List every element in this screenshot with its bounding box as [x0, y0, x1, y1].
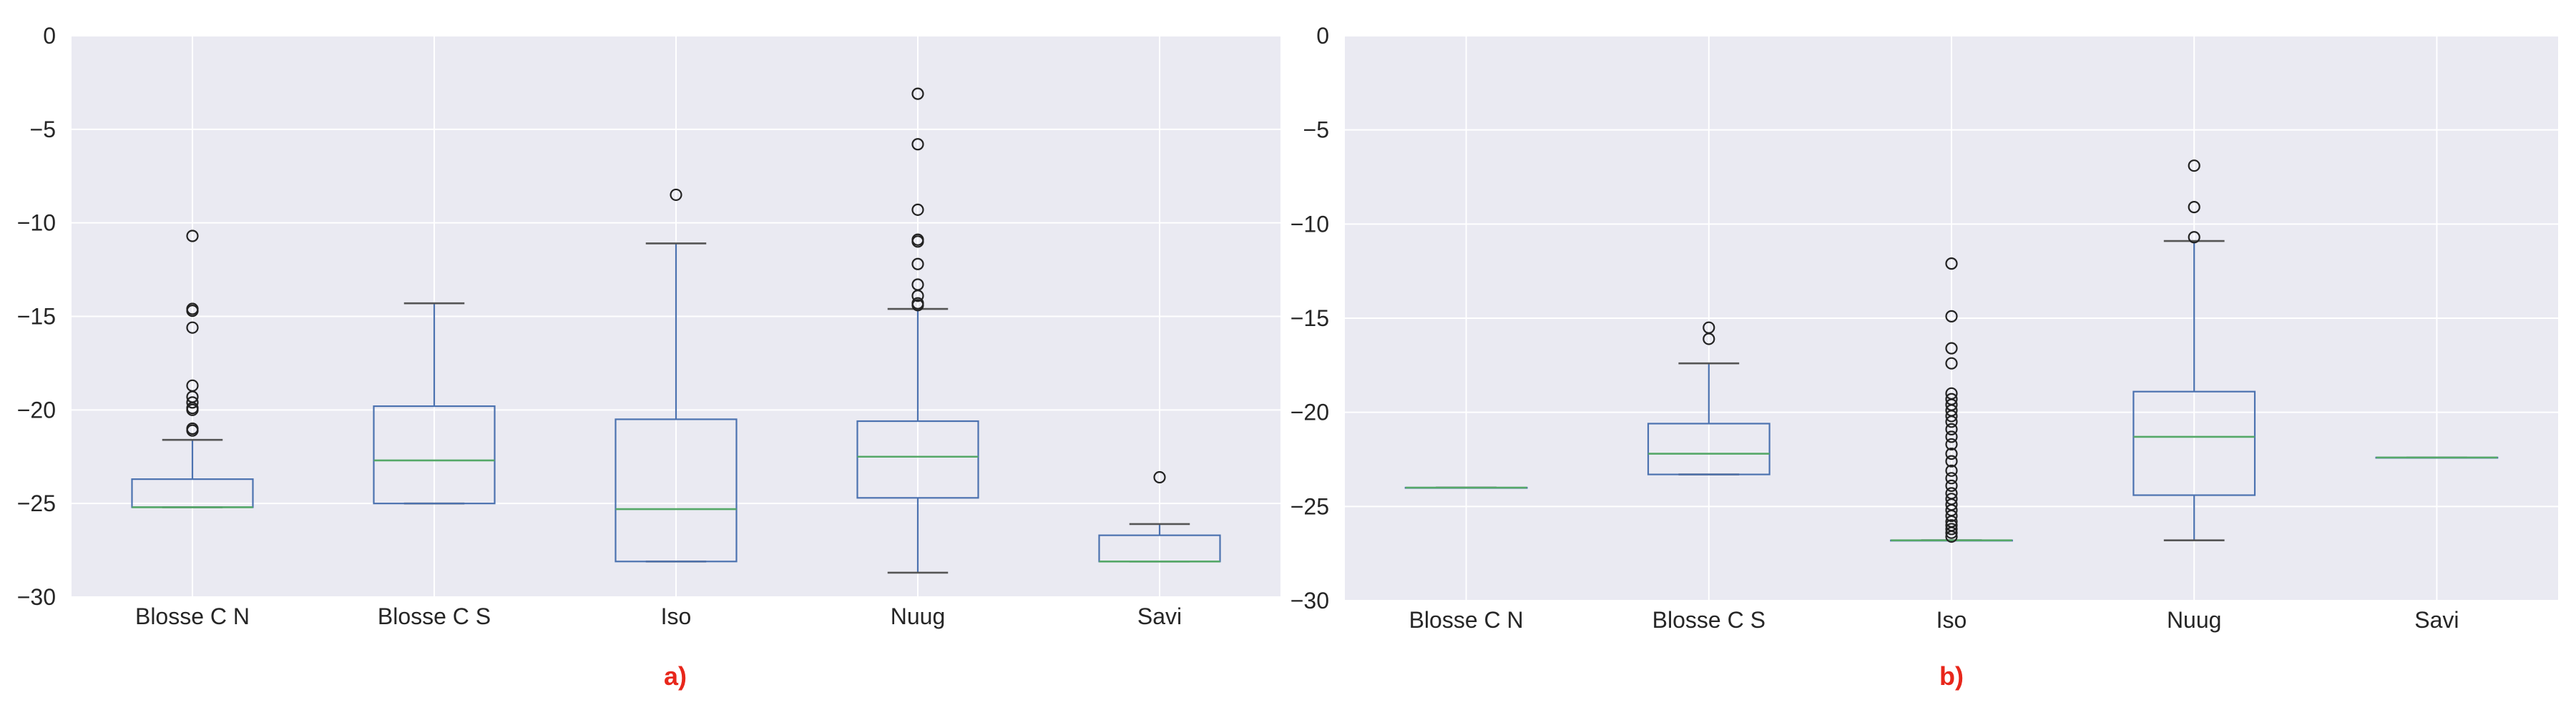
flier-point — [1945, 455, 1958, 468]
y-tick-label: −25 — [17, 490, 56, 516]
box-iso — [1890, 257, 2013, 543]
y-tick-label: −10 — [17, 210, 56, 236]
x-tick-label: Savi — [2414, 607, 2459, 633]
x-tick-label: Blosse C N — [135, 603, 250, 629]
x-tick-label: Blosse C S — [378, 603, 491, 629]
flier-point — [186, 403, 199, 416]
flier-point — [1945, 430, 1958, 443]
flier-point — [1945, 479, 1958, 492]
boxplot-panel-b: 0 −5 −10 −15 −20 −25 −30 Blosse C N Blosse C S Is… — [1291, 23, 2558, 691]
flier-point — [1153, 470, 1166, 484]
y-tick-label: −20 — [17, 397, 56, 423]
y-tick-label: −15 — [1291, 305, 1329, 331]
flier-point — [1945, 509, 1958, 523]
box-nuug — [2132, 159, 2256, 542]
flier-point — [186, 230, 199, 242]
box-savi — [1098, 470, 1221, 563]
flier-point — [911, 203, 924, 216]
flier-point — [1945, 447, 1958, 460]
flier-point — [1945, 310, 1958, 322]
iqr-box — [2132, 390, 2256, 496]
flier-point — [1703, 332, 1715, 345]
iqr-box — [1647, 423, 1771, 475]
y-tick-label: −5 — [30, 117, 56, 142]
flier-point — [911, 235, 924, 248]
flier-point — [2188, 201, 2200, 214]
flier-point — [1945, 472, 1958, 485]
flier-point — [911, 87, 924, 100]
flier-point — [1945, 257, 1958, 270]
flier-point — [1945, 523, 1958, 536]
x-tick-label: Nuug — [2167, 607, 2222, 633]
flier-point — [1945, 438, 1958, 451]
flier-point — [911, 299, 924, 312]
flier-point — [186, 321, 199, 334]
flier-point — [1945, 423, 1958, 435]
box-nuug — [856, 87, 979, 574]
y-tick-label: −25 — [1291, 493, 1329, 519]
box-blosse-c-s — [1647, 321, 1771, 475]
flier-point — [670, 188, 682, 202]
y-tick-label: −20 — [1291, 400, 1329, 425]
box-iso — [614, 188, 738, 563]
y-tick-label: 0 — [43, 23, 56, 49]
boxplot-panel-a: 0 −5 −10 −15 −20 −25 −30 Blosse C N Blosse C S Is… — [17, 23, 1280, 691]
y-tick-label: −30 — [17, 584, 56, 610]
box-blosse-c-n — [131, 230, 254, 508]
panel-label: b) — [1939, 661, 1964, 691]
flier-point — [1945, 410, 1958, 423]
y-tick-label: −30 — [1291, 588, 1329, 613]
flier-point — [186, 396, 199, 409]
panel-label: a) — [664, 661, 687, 691]
x-tick-label: Savi — [1137, 603, 1182, 629]
x-tick-label: Blosse C N — [1409, 607, 1524, 633]
y-tick-label: 0 — [1316, 23, 1329, 49]
flier-point — [911, 138, 924, 151]
y-tick-label: −10 — [1291, 211, 1329, 237]
y-tick-label: −5 — [1303, 117, 1329, 143]
iqr-box — [614, 418, 738, 563]
flier-point — [2188, 231, 2200, 244]
flier-point — [186, 305, 199, 317]
flier-point — [1945, 530, 1958, 543]
iqr-box — [856, 420, 979, 499]
x-tick-label: Iso — [661, 603, 692, 629]
flier-point — [1945, 415, 1958, 428]
x-tick-label: Blosse C S — [1652, 607, 1766, 633]
flier-point — [911, 290, 924, 302]
box-blosse-c-s — [373, 302, 496, 505]
x-tick-label: Nuug — [891, 603, 946, 629]
flier-point — [1945, 526, 1958, 539]
y-tick-label: −15 — [17, 304, 56, 330]
iqr-box — [373, 405, 496, 505]
flier-point — [1945, 357, 1958, 370]
flier-point — [1945, 342, 1958, 355]
x-tick-label: Iso — [1936, 607, 1967, 633]
flier-point — [186, 424, 199, 437]
flier-point — [2188, 159, 2200, 172]
flier-point — [1945, 464, 1958, 477]
flier-point — [911, 257, 924, 270]
